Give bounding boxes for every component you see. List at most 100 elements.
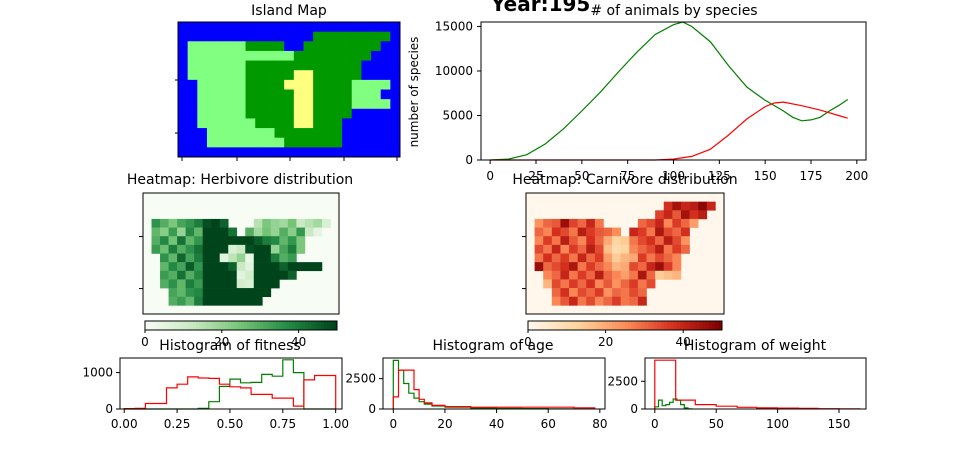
histogram-step: [392, 369, 596, 409]
island-cell: [342, 79, 353, 90]
heatmap-cell: [228, 270, 238, 280]
colorbar-segment: [148, 321, 152, 330]
island-cell: [235, 70, 246, 81]
island-cell: [264, 108, 275, 119]
island-cell: [255, 99, 266, 110]
island-cell: [332, 31, 343, 42]
island-cell: [322, 128, 333, 139]
plot-frame: [644, 357, 867, 410]
island-cell: [197, 31, 208, 42]
island-cell: [313, 41, 324, 52]
heatmap-cell: [202, 218, 212, 228]
island-cell: [255, 137, 266, 148]
island-cell: [351, 89, 362, 100]
colorbar-segment: [557, 321, 561, 330]
island-cell: [342, 22, 353, 33]
colorbar-segment: [673, 321, 678, 330]
heatmap-cell: [253, 296, 263, 306]
island-cell: [361, 108, 372, 119]
heatmap-cell: [655, 253, 665, 263]
heatmap-cell: [612, 279, 621, 289]
island-cell: [235, 147, 246, 158]
island-cell: [187, 128, 198, 139]
colorbar-segment: [282, 321, 287, 330]
heatmap-cell: [594, 253, 604, 263]
island-cell: [187, 118, 198, 129]
colorbar-segment: [199, 321, 204, 330]
island-cell: [264, 31, 275, 42]
island-cell: [313, 118, 324, 129]
colorbar-segment: [592, 321, 597, 330]
island-cell: [178, 50, 189, 61]
island-cell: [313, 137, 324, 148]
colorbar-segment: [292, 321, 296, 330]
colorbar-segment: [683, 321, 687, 330]
island-cell: [342, 60, 353, 71]
island-cell: [284, 118, 295, 129]
island-cell: [226, 70, 237, 81]
island-cell: [380, 60, 391, 71]
colorbar-segment: [718, 321, 723, 330]
colorbar-segment: [573, 321, 577, 330]
island-cell: [264, 70, 275, 81]
island-cell: [293, 147, 304, 158]
island-cell: [293, 70, 304, 81]
island-cell: [226, 31, 237, 42]
island-cell: [351, 147, 362, 158]
island-cell: [197, 99, 208, 110]
island-cell: [274, 70, 285, 81]
heatmap-cell: [160, 253, 169, 263]
island-cell: [197, 22, 208, 33]
island-cell: [313, 22, 324, 33]
island-cell: [206, 137, 218, 148]
heatmap-cell: [620, 279, 630, 289]
heatmap-cell: [586, 227, 596, 237]
island-cell: [264, 89, 275, 100]
island-cell: [361, 79, 372, 90]
heatmap-cell: [219, 253, 229, 263]
island-cell: [322, 118, 333, 129]
colorbar-segment: [608, 321, 613, 330]
island-map-cells: [178, 22, 401, 158]
heatmap-cell: [543, 279, 553, 289]
age-histogram-title: Histogram of age: [432, 338, 553, 354]
heatmap-cell: [304, 262, 314, 272]
heatmap-cell: [534, 244, 544, 254]
island-cell: [216, 147, 227, 158]
island-cell: [332, 89, 343, 100]
heatmap-cell: [177, 270, 186, 280]
island-cell: [187, 89, 198, 100]
island-cell: [351, 118, 362, 129]
heatmap-cell: [612, 270, 621, 280]
heatmap-cell: [620, 236, 630, 246]
island-cell: [351, 41, 362, 52]
heatmap-cell: [270, 253, 280, 263]
island-cell: [255, 60, 266, 71]
heatmap-cell: [151, 227, 161, 237]
colorbar-segment: [333, 321, 338, 330]
island-cell: [361, 89, 372, 100]
island-cell: [303, 118, 314, 129]
colorbar-segment: [308, 321, 312, 330]
island-cell: [206, 50, 218, 61]
heatmap-cell: [594, 236, 604, 246]
island-cell: [284, 41, 295, 52]
heatmap-cell: [228, 253, 238, 263]
island-cell: [197, 50, 208, 61]
island-cell: [342, 50, 353, 61]
colorbar-segment: [218, 321, 223, 330]
island-cell: [390, 118, 401, 129]
heatmap-cell: [160, 227, 169, 237]
heatmap-cell: [551, 262, 561, 272]
island-cell: [206, 108, 218, 119]
island-cell: [361, 99, 372, 110]
heatmap-cell: [228, 279, 238, 289]
colorbar-segment: [544, 321, 548, 330]
island-cell: [332, 118, 343, 129]
colorbar-segment: [301, 321, 306, 330]
colorbar-segment: [605, 321, 610, 330]
heatmap-cell: [236, 236, 246, 246]
colorbar-segment: [595, 321, 600, 330]
island-cell: [390, 89, 401, 100]
island-cell: [322, 108, 333, 119]
